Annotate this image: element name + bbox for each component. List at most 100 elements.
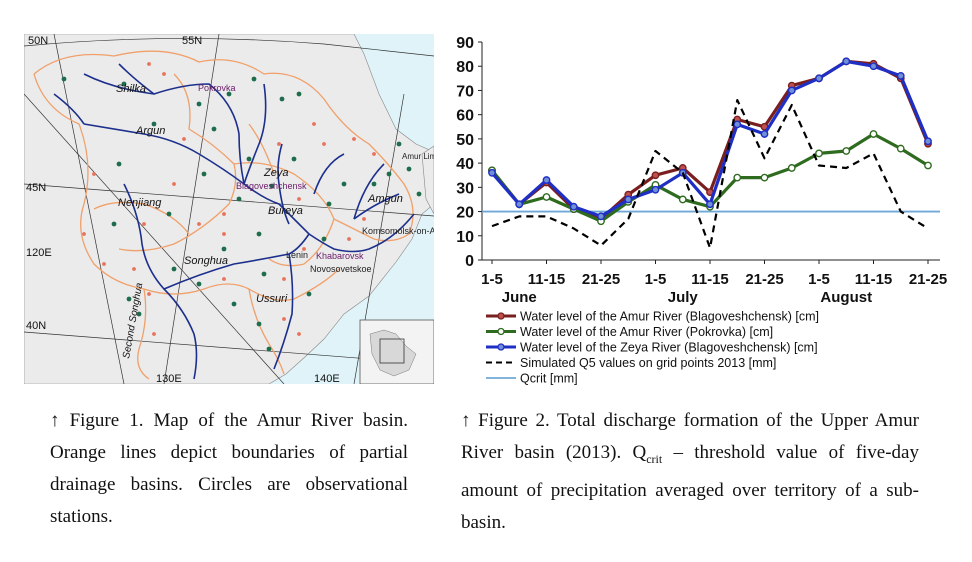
station-dot [201,171,207,177]
station-dot [236,196,242,202]
lon-label-120e: 120E [26,247,52,259]
data-point [896,144,905,153]
station-dot [222,277,226,281]
station-dot [282,317,286,321]
lon-label-140e: 140E [314,373,340,384]
station-dot [297,197,301,201]
data-point [815,74,823,83]
station-dot [147,292,151,296]
y-tick-label: 30 [456,180,474,197]
data-point [733,120,742,129]
data-point [706,200,714,209]
legend-label: Qcrit [mm] [520,372,578,386]
station-dot [306,291,312,297]
river-label-bureya: Bureya [268,205,303,217]
data-point [787,86,796,95]
station-dot [256,231,262,237]
figure2-caption: ↑ Figure 2. Total discharge formation of… [461,405,919,539]
simulated-q5-line [491,99,929,249]
data-point [651,185,660,194]
data-point [924,161,932,170]
lat-label-40n: 40N [26,320,46,332]
station-dot [322,142,326,146]
legend-marker [497,343,505,351]
legend-marker [497,312,505,320]
station-dot [279,96,285,102]
station-dot [166,211,172,217]
station-dot [182,137,186,141]
data-point [842,147,851,155]
caption-arrow: ↑ [50,410,60,431]
y-tick-label: 90 [456,35,474,52]
data-point [624,195,633,204]
caption-arrow: ↑ [461,410,471,431]
data-point [787,164,796,172]
station-dot [221,246,227,252]
station-label-pokrovka: Pokrovka [198,83,236,93]
station-dot [111,221,117,227]
station-dot [261,271,267,277]
station-dot [372,152,376,156]
station-dot [172,182,176,186]
observation-stations [61,62,422,352]
station-dot [136,311,142,317]
station-dot [256,321,262,327]
data-point [896,72,905,80]
station-dot [277,142,281,146]
legend-label: Water level of the Amur River (Pokrovka)… [520,325,773,339]
legend-label: Water level of the Zeya River (Blagovesh… [520,341,818,355]
chart-legend: Water level of the Amur River (Blagovesh… [486,310,819,386]
station-dot [251,76,257,82]
station-dot [116,161,122,167]
station-dot [142,222,146,226]
station-dot [266,346,272,352]
station-dot [297,332,301,336]
station-dot [302,247,306,251]
station-dot [222,232,226,236]
chart-series [482,57,940,249]
figure2-caption-text-end: – threshold value of five-day amount of … [461,442,919,533]
station-dot [132,267,136,271]
x-tick-label: 1-5 [481,271,503,288]
data-point [815,149,823,158]
data-point [924,137,932,146]
station-dot [222,212,226,216]
y-tick-label: 60 [456,108,474,125]
data-point [651,171,660,180]
x-tick-label: 21-25 [909,271,947,288]
partial-basin-boundaries [33,50,414,380]
data-point [842,57,851,66]
station-dot [152,332,156,336]
station-dot [352,137,356,141]
river-network [53,63,415,380]
station-dot [396,141,402,147]
station-dot [211,126,217,132]
river-label-argun: Argun [135,125,165,137]
station-dot [246,156,252,162]
river-label-shilka: Shilka [116,83,146,95]
station-dot [416,191,422,197]
station-dot [406,166,412,172]
water-level-chart: 0 10 20 30 40 50 60 70 80 90 1-5 11-15 21-25 1-5 11-1… [456,35,947,386]
station-dot [196,281,202,287]
data-point [733,173,742,182]
station-dot [102,262,106,266]
station-dot [92,172,96,176]
lat-label-55n: 55N [182,35,202,47]
river-label-nenjiang: Nenjiang [118,197,162,209]
data-point [515,200,524,209]
data-point [488,168,496,177]
station-dot [197,222,201,226]
chart-x-tick-labels: 1-5 11-15 21-25 1-5 11-15 21-25 1-5 11-15 21-25 J… [481,260,947,306]
legend-label: Water level of the Amur River (Blagovesh… [520,310,819,324]
station-dot [171,266,177,272]
station-dot [121,81,127,87]
chart-axes: 0 10 20 30 40 50 60 70 80 90 [456,35,940,270]
data-point [597,212,605,221]
data-point [542,176,551,184]
data-point [869,62,878,71]
month-label: July [668,289,699,306]
station-dot [151,121,157,127]
data-point [542,193,551,201]
station-dot [231,301,237,307]
